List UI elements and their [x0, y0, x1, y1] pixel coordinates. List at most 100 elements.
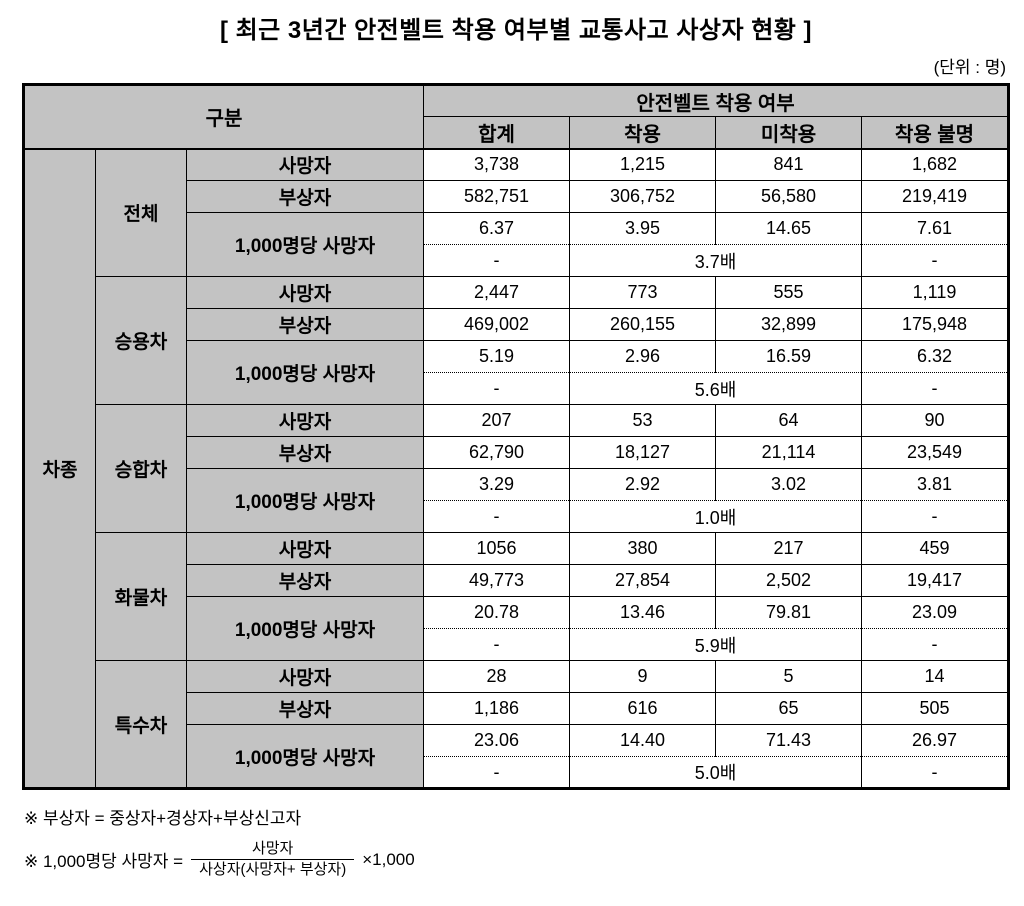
formula-suffix: ×1,000	[362, 849, 415, 869]
table-cell: 7.61	[861, 212, 1009, 245]
group-label: 특수차	[95, 660, 187, 789]
table-cell: 32,899	[715, 308, 863, 341]
column-header-unknown: 착용 불명	[861, 116, 1009, 149]
group-label: 화물차	[95, 532, 187, 661]
table-row: 1,000명당 사망자 5.19 2.96 16.59 6.32	[24, 340, 1009, 405]
table-cell: 1,215	[569, 148, 717, 181]
row-label-per1000: 1,000명당 사망자	[185, 468, 425, 533]
table-row: 화물차 사망자 1056 380 217 459	[24, 532, 1009, 661]
table-cell: 1056	[423, 532, 571, 565]
axis-label-vehicle-type: 차종	[23, 148, 96, 789]
table-cell: 14.40	[569, 724, 717, 757]
formula-fraction: 사망자 사상자(사망자+ 부상자)	[191, 839, 355, 881]
table-cell: 79.81	[715, 596, 863, 629]
table-cell: 1,682	[861, 148, 1009, 181]
table-cell: 219,419	[861, 180, 1009, 213]
ratio-row: - 5.0배 -	[24, 756, 1009, 789]
table-cell: 27,854	[569, 564, 717, 597]
row-label-injury: 부상자	[185, 692, 425, 725]
row-label-per1000: 1,000명당 사망자	[185, 340, 425, 405]
table-cell: 14	[861, 660, 1009, 693]
table-cell: 555	[715, 276, 863, 309]
ratio-cell: -	[423, 756, 571, 789]
ratio-row: - 5.9배 -	[24, 628, 1009, 661]
row-label-injury: 부상자	[185, 564, 425, 597]
table-row: 특수차 사망자 28 9 5 14	[24, 660, 1009, 789]
row-label-death: 사망자	[185, 660, 425, 693]
table-row: 1,000명당 사망자 20.78 13.46 79.81 23.09	[24, 596, 1009, 661]
ratio-cell: 3.7배	[569, 244, 863, 277]
table-row: 부상자 582,751 306,752 56,580 219,419	[24, 180, 1009, 213]
ratio-cell: -	[861, 500, 1009, 533]
table-cell: 16.59	[715, 340, 863, 373]
table-cell: 49,773	[423, 564, 571, 597]
header-seatbelt-usage: 안전벨트 착용 여부	[423, 84, 1009, 117]
table-cell: 18,127	[569, 436, 717, 469]
table-cell: 306,752	[569, 180, 717, 213]
formula-denominator: 사상자(사망자+ 부상자)	[191, 859, 355, 880]
group-label: 승합차	[95, 404, 187, 533]
table-cell: 19,417	[861, 564, 1009, 597]
table-cell: 1,119	[861, 276, 1009, 309]
table-cell: 3.81	[861, 468, 1009, 501]
row-label-death: 사망자	[185, 532, 425, 565]
ratio-cell: -	[861, 372, 1009, 405]
table-cell: 71.43	[715, 724, 863, 757]
table-cell: 3.29	[423, 468, 571, 501]
row-label-death: 사망자	[185, 404, 425, 437]
unit-label: (단위 : 명)	[933, 58, 1006, 77]
table-row: 부상자 1,186 616 65 505	[24, 692, 1009, 725]
ratio-cell: -	[861, 244, 1009, 277]
table-cell: 2,502	[715, 564, 863, 597]
ratio-row: - 5.6배 -	[24, 372, 1009, 405]
table-cell: 21,114	[715, 436, 863, 469]
table-cell: 14.65	[715, 212, 863, 245]
footnote-per1000-formula: ※ 1,000명당 사망자 = 사망자 사상자(사망자+ 부상자) ×1,000	[24, 839, 1008, 881]
row-label-per1000: 1,000명당 사망자	[185, 212, 425, 277]
table-row: 부상자 49,773 27,854 2,502 19,417	[24, 564, 1009, 597]
table-cell: 2.96	[569, 340, 717, 373]
table-cell: 90	[861, 404, 1009, 437]
table-cell: 2.92	[569, 468, 717, 501]
row-label-injury: 부상자	[185, 436, 425, 469]
row-label-death: 사망자	[185, 148, 425, 181]
table-row: 1,000명당 사망자 3.29 2.92 3.02 3.81	[24, 468, 1009, 533]
ratio-cell: -	[423, 244, 571, 277]
table-cell: 459	[861, 532, 1009, 565]
formula-prefix: ※ 1,000명당 사망자 =	[24, 852, 184, 872]
ratio-cell: 5.6배	[569, 372, 863, 405]
table-cell: 217	[715, 532, 863, 565]
ratio-cell: -	[423, 372, 571, 405]
table-cell: 175,948	[861, 308, 1009, 341]
table-cell: 64	[715, 404, 863, 437]
table-cell: 582,751	[423, 180, 571, 213]
table-cell: 23,549	[861, 436, 1009, 469]
table-row: 차종 전체 사망자 3,738 1,215 841 1,682	[23, 148, 1009, 789]
table-cell: 3.95	[569, 212, 717, 245]
group-label: 승용차	[95, 276, 187, 405]
table-cell: 207	[423, 404, 571, 437]
table-cell: 23.09	[861, 596, 1009, 629]
row-label-per1000: 1,000명당 사망자	[185, 724, 425, 789]
table-row: 승합차 사망자 207 53 64 90	[24, 404, 1009, 533]
group-label: 전체	[95, 148, 187, 277]
casualty-table: 구분 안전벨트 착용 여부 합계 착용 미착용 착용 불명 차종 전체 사망자 …	[22, 83, 1010, 790]
table-cell: 505	[861, 692, 1009, 725]
column-header-total: 합계	[423, 116, 571, 149]
table-row: 합계 착용 미착용 착용 불명	[24, 116, 1009, 149]
row-label-death: 사망자	[185, 276, 425, 309]
table-row: 1,000명당 사망자 23.06 14.40 71.43 26.97	[24, 724, 1009, 789]
row-label-per1000: 1,000명당 사망자	[185, 596, 425, 661]
table-row: 구분 안전벨트 착용 여부	[22, 84, 1009, 149]
table-cell: 260,155	[569, 308, 717, 341]
ratio-cell: -	[423, 628, 571, 661]
table-cell: 5	[715, 660, 863, 693]
row-label-injury: 부상자	[185, 180, 425, 213]
ratio-cell: -	[861, 628, 1009, 661]
table-cell: 9	[569, 660, 717, 693]
table-cell: 3,738	[423, 148, 571, 181]
table-cell: 28	[423, 660, 571, 693]
ratio-row: - 1.0배 -	[24, 500, 1009, 533]
table-cell: 773	[569, 276, 717, 309]
